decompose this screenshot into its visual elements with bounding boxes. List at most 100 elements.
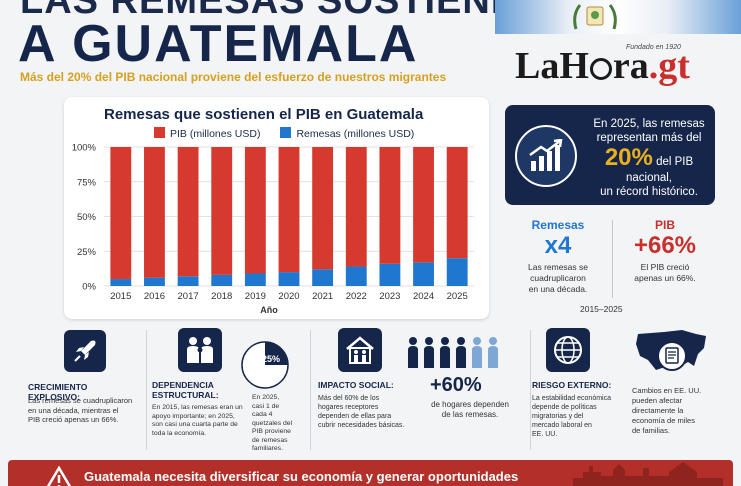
bar-remesas [211,274,233,286]
bar-remesas [413,262,434,286]
headline-main: A GUATEMALA [18,15,419,73]
chart-title: Remesas que sostienen el PIB en Guatemal… [104,106,424,123]
stat-pib-value: +66% [633,232,697,259]
dependencia-side-line4: quetzales del [252,419,293,427]
chart-legend: PIB (millones USD) Remesas (millones USD… [154,127,414,140]
bar-pib [413,147,434,263]
person-icon [440,337,450,368]
section-riesgo-line5: EE. UU. [532,431,558,438]
stat-pib-desc1: El PIB creció [640,262,690,272]
stat-remesas-desc1: Las remesas se [528,262,588,272]
x-axis-label: Año [260,305,278,315]
person-icon [424,337,434,368]
bar-remesas [244,273,266,286]
chart-card: Remesas que sostienen el PIB en Guatemal… [64,97,489,319]
bar-pib [312,147,334,270]
impacto-desc: de hogares dependen de las remesas. [420,400,520,420]
bar-remesas [446,258,468,286]
section-cambios-line1: Cambios en EE. UU. [632,386,702,395]
section-divider [146,330,147,450]
dependencia-side-line6: de remesas [252,436,288,444]
highlight-line1: En 2025, las remesas [593,118,705,130]
section-riesgo-line4: mercado laboral en [532,422,592,429]
impacto-big-value: +60% [430,374,482,396]
y-tick-label: 50% [77,212,97,223]
x-tick-label: 2019 [245,291,266,302]
section-dependencia-title: DEPENDENCIA ESTRUCTURAL: [152,380,242,400]
stat-remesas-desc2: cuadruplicaron [530,273,586,283]
growth-chart-icon [515,125,577,187]
logo-clock-icon [589,58,612,80]
pie-slice [265,342,288,365]
x-tick-label: 2024 [413,291,434,302]
section-dependencia-line1: En 2015, las remesas eran un [152,404,243,411]
dependencia-side-line3: cada 4 [252,411,273,418]
bar-pib [110,147,132,280]
bar-pib [244,147,266,274]
section-dependencia-line3: son casi una cuarta parte de [152,421,238,428]
bar-pib [345,147,367,267]
legend-label-pib: PIB (millones USD) [170,128,261,140]
section-crecimiento-text: Las remesas se cuadruplicaron en una déc… [28,396,146,425]
family-icon [178,328,222,372]
city-skyline-icon [573,462,723,486]
coat-of-arms-icon [565,0,625,32]
legend-label-remesas: Remesas (millones USD) [296,128,415,140]
section-dependencia-title1: DEPENDENCIA [152,380,214,390]
impacto-desc-line1: de hogares dependen [431,400,509,409]
dependencia-side-line1: En 2025, [252,394,280,401]
bar-remesas [312,269,334,286]
section-cambios-line4: economía de miles [632,416,695,425]
section-crecimiento-line1: Las remesas se cuadruplicaron [28,396,133,405]
stacked-bar-chart: 0% 25% 50% 75% 100% 2015 2016 2017 2018 2019 2020 2… [72,143,474,315]
bar-pib [211,147,233,275]
section-cambios-text: Cambios en EE. UU. pueden afectar direct… [632,386,732,436]
headline-top: LAS REMESAS SOSTIENEN [20,0,546,22]
section-impacto-line1: Más del 60% de los [318,395,380,402]
y-tick-label: 100% [72,143,97,154]
stat-remesas-label: Remesas [531,218,585,232]
footer-text: Guatemala necesita diversificar su econo… [84,469,519,484]
logo-part4: .gt [648,45,690,87]
x-tick-label: 2023 [379,291,400,302]
usa-map-document-icon [634,326,710,385]
bar-pib [144,147,165,278]
bar-remesas [345,266,367,286]
section-divider [530,330,531,450]
x-tick-label: 2016 [144,291,165,302]
section-impacto-line2: hogares receptores [318,404,379,411]
stat-divider [612,220,613,298]
person-icon [488,337,498,368]
section-dependencia-line4: toda la economía. [152,429,207,437]
section-dependencia-title2: ESTRUCTURAL: [152,390,219,400]
pie-label: 25% [262,354,281,364]
legend-item-remesas: Remesas (millones USD) [280,127,414,140]
legend-item-pib: PIB (millones USD) [154,127,260,140]
rocket-icon [64,330,106,372]
y-tick-label: 75% [77,177,97,188]
section-divider [310,330,311,450]
warning-icon [46,466,72,486]
dependencia-side-line7: familiares. [252,445,283,452]
headline-subtitle: Más del 20% del PIB nacional proviene de… [20,70,447,84]
logo-part3: ra [612,45,649,87]
x-tick-label: 2022 [346,291,367,302]
stat-pib-label: PIB [654,218,675,232]
section-dependencia-line2: apoyo importante; en 2025, [152,412,235,420]
impacto-desc-line2: de las remesas. [441,410,499,419]
dependencia-side-line5: PIB proviene [252,428,291,435]
highlight-line3: nacional, [625,172,673,184]
stat-remesas-desc3: en una década. [528,284,588,294]
section-impacto-text: Más del 60% de los hogares receptores de… [318,394,418,430]
guatemala-flag-banner [495,0,741,34]
section-cambios-line2: pueden afectar [632,396,683,405]
globe-icon [546,328,590,372]
section-crecimiento-title: CRECIMIENTO EXPLOSIVO: [28,382,88,402]
highlight-line4: un récord histórico. [600,186,698,198]
highlight-big-suffix: del PIB [656,156,694,168]
section-impacto-title: IMPACTO SOCIAL: [318,380,394,390]
bar-remesas [110,279,132,286]
stat-pib-desc2: apenas un 66%. [634,273,696,283]
section-riesgo-line3: migratorias y del [532,413,584,420]
y-tick-label: 25% [77,247,97,258]
